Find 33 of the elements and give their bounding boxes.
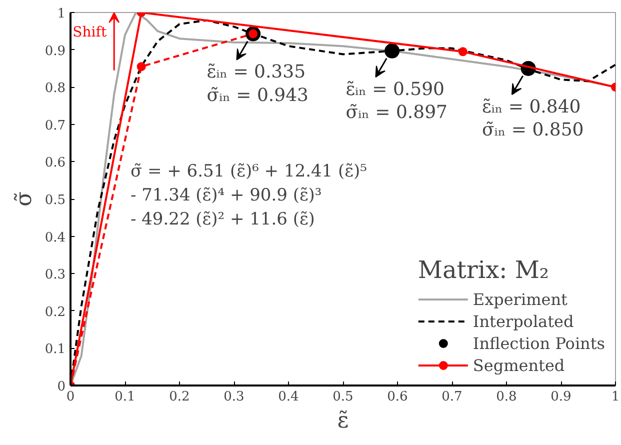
y-tick-label: 0.9 bbox=[44, 44, 66, 59]
x-tick-label: 0.3 bbox=[224, 390, 244, 404]
legend-title: Matrix: M₂ bbox=[418, 256, 550, 284]
legend-label: Inflection Points bbox=[472, 334, 605, 352]
legend-label: Interpolated bbox=[472, 312, 574, 330]
annotation: σ̃ = + 6.51 (ε̃)⁶ + 12.41 (ε̃)⁵ - 71.34 (ε̃)⁴ + 90.9 (ε̃)³ - 49.22 (ε̃)² + 11.6 (ε̃) bbox=[130, 162, 368, 230]
annotation: ε̃ᵢₙ = 0.840 σ̃ᵢₙ = 0.850 bbox=[482, 96, 584, 141]
annotation: ε̃ᵢₙ = 0.335 σ̃ᵢₙ = 0.943 bbox=[206, 62, 309, 106]
x-tick-label: 0.9 bbox=[550, 390, 572, 404]
x-tick-label: 0.5 bbox=[332, 390, 354, 404]
y-tick-label: 0 bbox=[57, 380, 66, 394]
x-tick-label: 0.4 bbox=[278, 390, 299, 404]
y-tick-label: 0.3 bbox=[44, 268, 66, 283]
y-tick-label: 1 bbox=[57, 6, 66, 22]
legend-label: Experiment bbox=[472, 290, 568, 308]
y-tick-label: 0.2 bbox=[44, 304, 66, 320]
y-tick-label: 0.4 bbox=[44, 230, 66, 246]
x-axis-title: ε̃ bbox=[337, 408, 349, 434]
y-tick-label: 0.1 bbox=[44, 342, 66, 358]
y-axis-title: σ̃ bbox=[12, 191, 37, 207]
x-tick-label: 1 bbox=[611, 390, 620, 404]
y-tick-label: 0.6 bbox=[44, 156, 66, 171]
x-tick-label: 0.7 bbox=[442, 390, 462, 404]
annotation: Shift bbox=[72, 24, 107, 40]
y-tick-label: 0.8 bbox=[44, 81, 66, 96]
legend-label: Segmented bbox=[472, 356, 565, 374]
annotation: ε̃ᵢₙ = 0.590 σ̃ᵢₙ = 0.897 bbox=[346, 78, 448, 123]
x-tick-label: 0.2 bbox=[169, 390, 190, 404]
x-tick-label: 0.8 bbox=[496, 390, 517, 404]
x-tick-label: 0.1 bbox=[114, 390, 136, 404]
y-tick-label: 0.7 bbox=[44, 118, 66, 134]
x-tick-label: 0.6 bbox=[387, 390, 408, 404]
y-tick-label: 0.5 bbox=[44, 193, 66, 208]
